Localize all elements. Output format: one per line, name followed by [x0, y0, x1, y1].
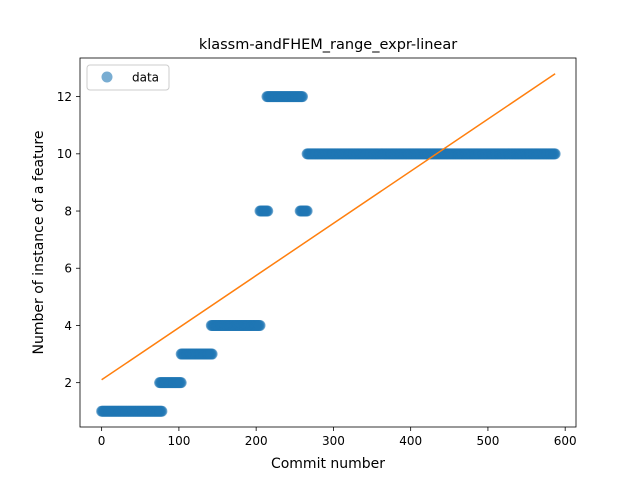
- x-tick-label: 300: [322, 434, 345, 448]
- legend: data: [86, 64, 170, 91]
- legend-marker: [101, 71, 113, 83]
- plot-frame: [79, 57, 577, 428]
- y-tick-label: 6: [64, 262, 72, 276]
- x-tick-label: 200: [245, 434, 268, 448]
- data-point: [301, 205, 313, 217]
- y-tick-label: 10: [57, 147, 72, 161]
- x-tick-label: 400: [399, 434, 422, 448]
- data-point: [175, 377, 187, 389]
- y-axis-ticks: 2 4 6 8 10 12: [57, 90, 80, 390]
- chart-title: klassm-andFHEM_range_expr-linear: [199, 37, 457, 53]
- data-point: [262, 205, 274, 217]
- y-tick-label: 8: [64, 204, 72, 218]
- x-tick-label: 600: [554, 434, 577, 448]
- fit-line: [101, 73, 556, 381]
- y-tick-label: 12: [57, 90, 72, 104]
- x-tick-label: 100: [167, 434, 190, 448]
- data-point: [206, 348, 218, 360]
- data-point: [297, 91, 308, 103]
- data-points: [96, 91, 561, 417]
- x-axis-ticks: 0 100 200 300 400 500 600: [98, 427, 577, 448]
- fit-lines: [101, 73, 556, 381]
- data-point: [549, 148, 561, 160]
- data-point: [156, 405, 168, 417]
- legend-label: data: [132, 71, 159, 85]
- y-axis-label: Number of instance of a feature: [31, 131, 47, 355]
- data-point: [254, 319, 266, 331]
- y-tick-label: 2: [64, 376, 72, 390]
- x-axis-label: Commit number: [271, 456, 385, 472]
- legend-box: [86, 64, 170, 91]
- y-tick-label: 4: [64, 319, 72, 333]
- x-tick-label: 500: [476, 434, 499, 448]
- x-tick-label: 0: [98, 434, 106, 448]
